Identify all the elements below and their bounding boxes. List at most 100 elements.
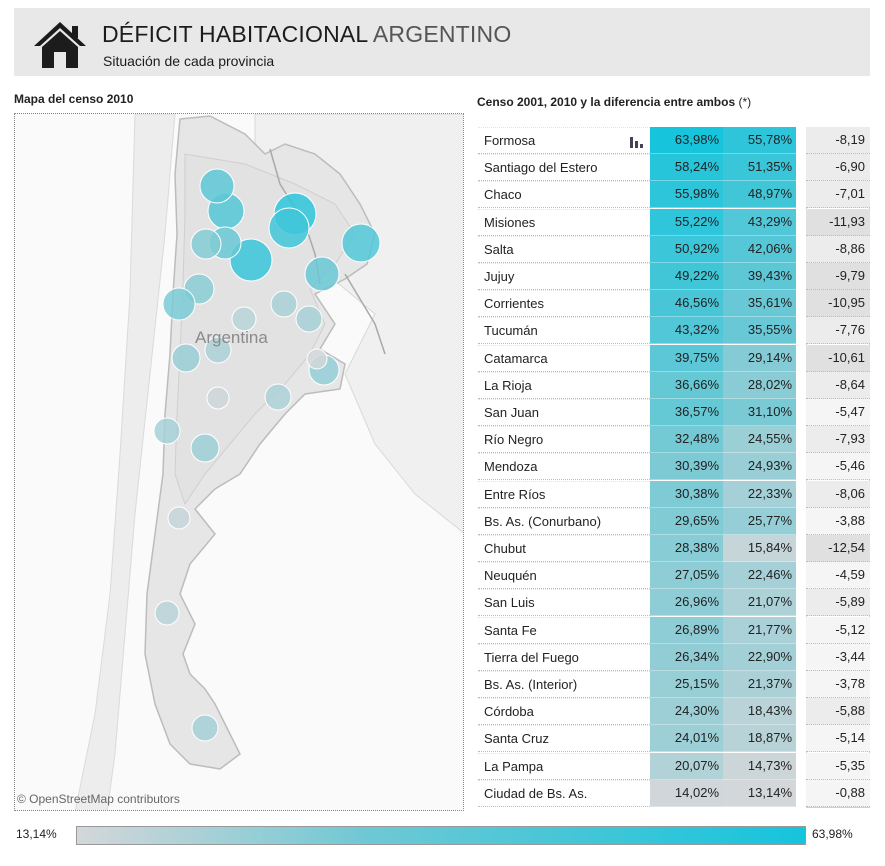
table-row[interactable]: Neuquén 27,05% 22,46% -4,59 (478, 562, 870, 590)
province-bubble[interactable] (171, 343, 201, 373)
province-bubble[interactable] (162, 287, 196, 321)
value-2010[interactable]: 42,06% (723, 235, 796, 263)
value-2010[interactable]: 51,35% (723, 154, 796, 182)
province-bubble[interactable] (268, 207, 310, 249)
province-bubble[interactable] (204, 336, 232, 364)
value-diff[interactable]: -4,59 (806, 562, 870, 590)
value-2010[interactable]: 48,97% (723, 181, 796, 209)
value-2010[interactable]: 39,43% (723, 263, 796, 290)
province-bubble[interactable] (306, 348, 328, 370)
value-2010[interactable]: 22,46% (723, 562, 796, 590)
value-2001[interactable]: 58,24% (650, 154, 723, 182)
table-row[interactable]: Jujuy 49,22% 39,43% -9,79 (478, 263, 870, 290)
province-bubble[interactable] (190, 228, 222, 260)
table-row[interactable]: Santa Fe 26,89% 21,77% -5,12 (478, 616, 870, 644)
table-row[interactable]: Salta 50,92% 42,06% -8,86 (478, 235, 870, 263)
table-row[interactable]: Misiones 55,22% 43,29% -11,93 (478, 208, 870, 236)
value-diff[interactable]: -5,46 (806, 453, 870, 481)
bubble-layer[interactable] (153, 168, 381, 742)
value-2001[interactable]: 26,96% (650, 589, 723, 617)
value-2001[interactable]: 24,01% (650, 725, 723, 753)
value-diff[interactable]: -3,88 (806, 507, 870, 535)
value-2010[interactable]: 28,02% (723, 371, 796, 399)
province-bubble[interactable] (341, 223, 381, 263)
table-row[interactable]: Chubut 28,38% 15,84% -12,54 (478, 535, 870, 562)
value-diff[interactable]: -11,93 (806, 208, 870, 236)
value-2001[interactable]: 32,48% (650, 426, 723, 454)
value-2001[interactable]: 30,39% (650, 453, 723, 481)
province-bubble[interactable] (231, 306, 257, 332)
value-2010[interactable]: 29,14% (723, 344, 796, 372)
value-diff[interactable]: -8,06 (806, 480, 870, 508)
value-diff[interactable]: -5,47 (806, 399, 870, 426)
value-2010[interactable]: 21,77% (723, 616, 796, 644)
province-bubble[interactable] (167, 506, 191, 530)
value-2001[interactable]: 36,66% (650, 371, 723, 399)
value-2010[interactable]: 31,10% (723, 399, 796, 426)
bar-chart-icon[interactable] (630, 136, 644, 148)
province-bubble[interactable] (270, 290, 298, 318)
value-2001[interactable]: 36,57% (650, 399, 723, 426)
value-diff[interactable]: -6,90 (806, 154, 870, 182)
province-bubble[interactable] (190, 433, 220, 463)
province-bubble[interactable] (154, 600, 180, 626)
value-2010[interactable]: 18,87% (723, 725, 796, 753)
value-2010[interactable]: 55,78% (723, 127, 796, 154)
province-bubble[interactable] (264, 383, 292, 411)
value-2010[interactable]: 43,29% (723, 208, 796, 236)
province-bubble[interactable] (199, 168, 235, 204)
province-bubble[interactable] (295, 305, 323, 333)
value-diff[interactable]: -5,88 (806, 698, 870, 726)
value-2001[interactable]: 27,05% (650, 562, 723, 590)
value-diff[interactable]: -5,14 (806, 725, 870, 753)
map-view[interactable]: Argentina © OpenStreetMap contributors (14, 113, 464, 811)
value-2010[interactable]: 35,61% (723, 290, 796, 318)
value-2001[interactable]: 43,32% (650, 317, 723, 345)
value-diff[interactable]: -5,35 (806, 752, 870, 780)
value-diff[interactable]: -8,64 (806, 371, 870, 399)
value-diff[interactable]: -3,44 (806, 643, 870, 671)
table-row[interactable]: Córdoba 24,30% 18,43% -5,88 (478, 698, 870, 726)
table-row[interactable]: La Pampa 20,07% 14,73% -5,35 (478, 752, 870, 780)
value-2001[interactable]: 25,15% (650, 671, 723, 698)
value-diff[interactable]: -3,78 (806, 671, 870, 698)
province-bubble[interactable] (206, 386, 230, 410)
value-2010[interactable]: 35,55% (723, 317, 796, 345)
value-diff[interactable]: -7,93 (806, 426, 870, 454)
value-2010[interactable]: 22,90% (723, 643, 796, 671)
table-row[interactable]: Río Negro 32,48% 24,55% -7,93 (478, 426, 870, 454)
map-attribution[interactable]: © OpenStreetMap contributors (17, 792, 180, 806)
value-diff[interactable]: -5,12 (806, 616, 870, 644)
table-row[interactable]: Catamarca 39,75% 29,14% -10,61 (478, 344, 870, 372)
value-2001[interactable]: 63,98% (650, 127, 723, 154)
value-diff[interactable]: -7,76 (806, 317, 870, 345)
table-row[interactable]: Entre Ríos 30,38% 22,33% -8,06 (478, 480, 870, 508)
value-2001[interactable]: 14,02% (650, 779, 723, 807)
province-bubble[interactable] (304, 256, 340, 292)
value-2010[interactable]: 21,07% (723, 589, 796, 617)
table-row[interactable]: Santa Cruz 24,01% 18,87% -5,14 (478, 725, 870, 753)
map-canvas[interactable] (15, 114, 464, 811)
value-2001[interactable]: 49,22% (650, 263, 723, 290)
table-row[interactable]: Corrientes 46,56% 35,61% -10,95 (478, 290, 870, 318)
table-row[interactable]: Bs. As. (Interior) 25,15% 21,37% -3,78 (478, 671, 870, 698)
value-2001[interactable]: 55,98% (650, 181, 723, 209)
value-2001[interactable]: 29,65% (650, 507, 723, 535)
table-row[interactable]: San Luis 26,96% 21,07% -5,89 (478, 589, 870, 617)
value-2010[interactable]: 21,37% (723, 671, 796, 698)
table-row[interactable]: Chaco 55,98% 48,97% -7,01 (478, 181, 870, 209)
value-2010[interactable]: 14,73% (723, 752, 796, 780)
province-bubble[interactable] (229, 238, 273, 282)
value-2001[interactable]: 46,56% (650, 290, 723, 318)
value-diff[interactable]: -12,54 (806, 535, 870, 562)
value-2010[interactable]: 24,55% (723, 426, 796, 454)
value-2010[interactable]: 13,14% (723, 779, 796, 807)
table-row[interactable]: Santiago del Estero 58,24% 51,35% -6,90 (478, 154, 870, 182)
table-row[interactable]: Mendoza 30,39% 24,93% -5,46 (478, 453, 870, 481)
value-diff[interactable]: -10,95 (806, 290, 870, 318)
value-2001[interactable]: 28,38% (650, 535, 723, 562)
province-bubble[interactable] (153, 417, 181, 445)
table-row[interactable]: Formosa 63,98% 55,78% -8,19 (478, 127, 870, 154)
value-2001[interactable]: 55,22% (650, 208, 723, 236)
value-diff[interactable]: -8,86 (806, 235, 870, 263)
